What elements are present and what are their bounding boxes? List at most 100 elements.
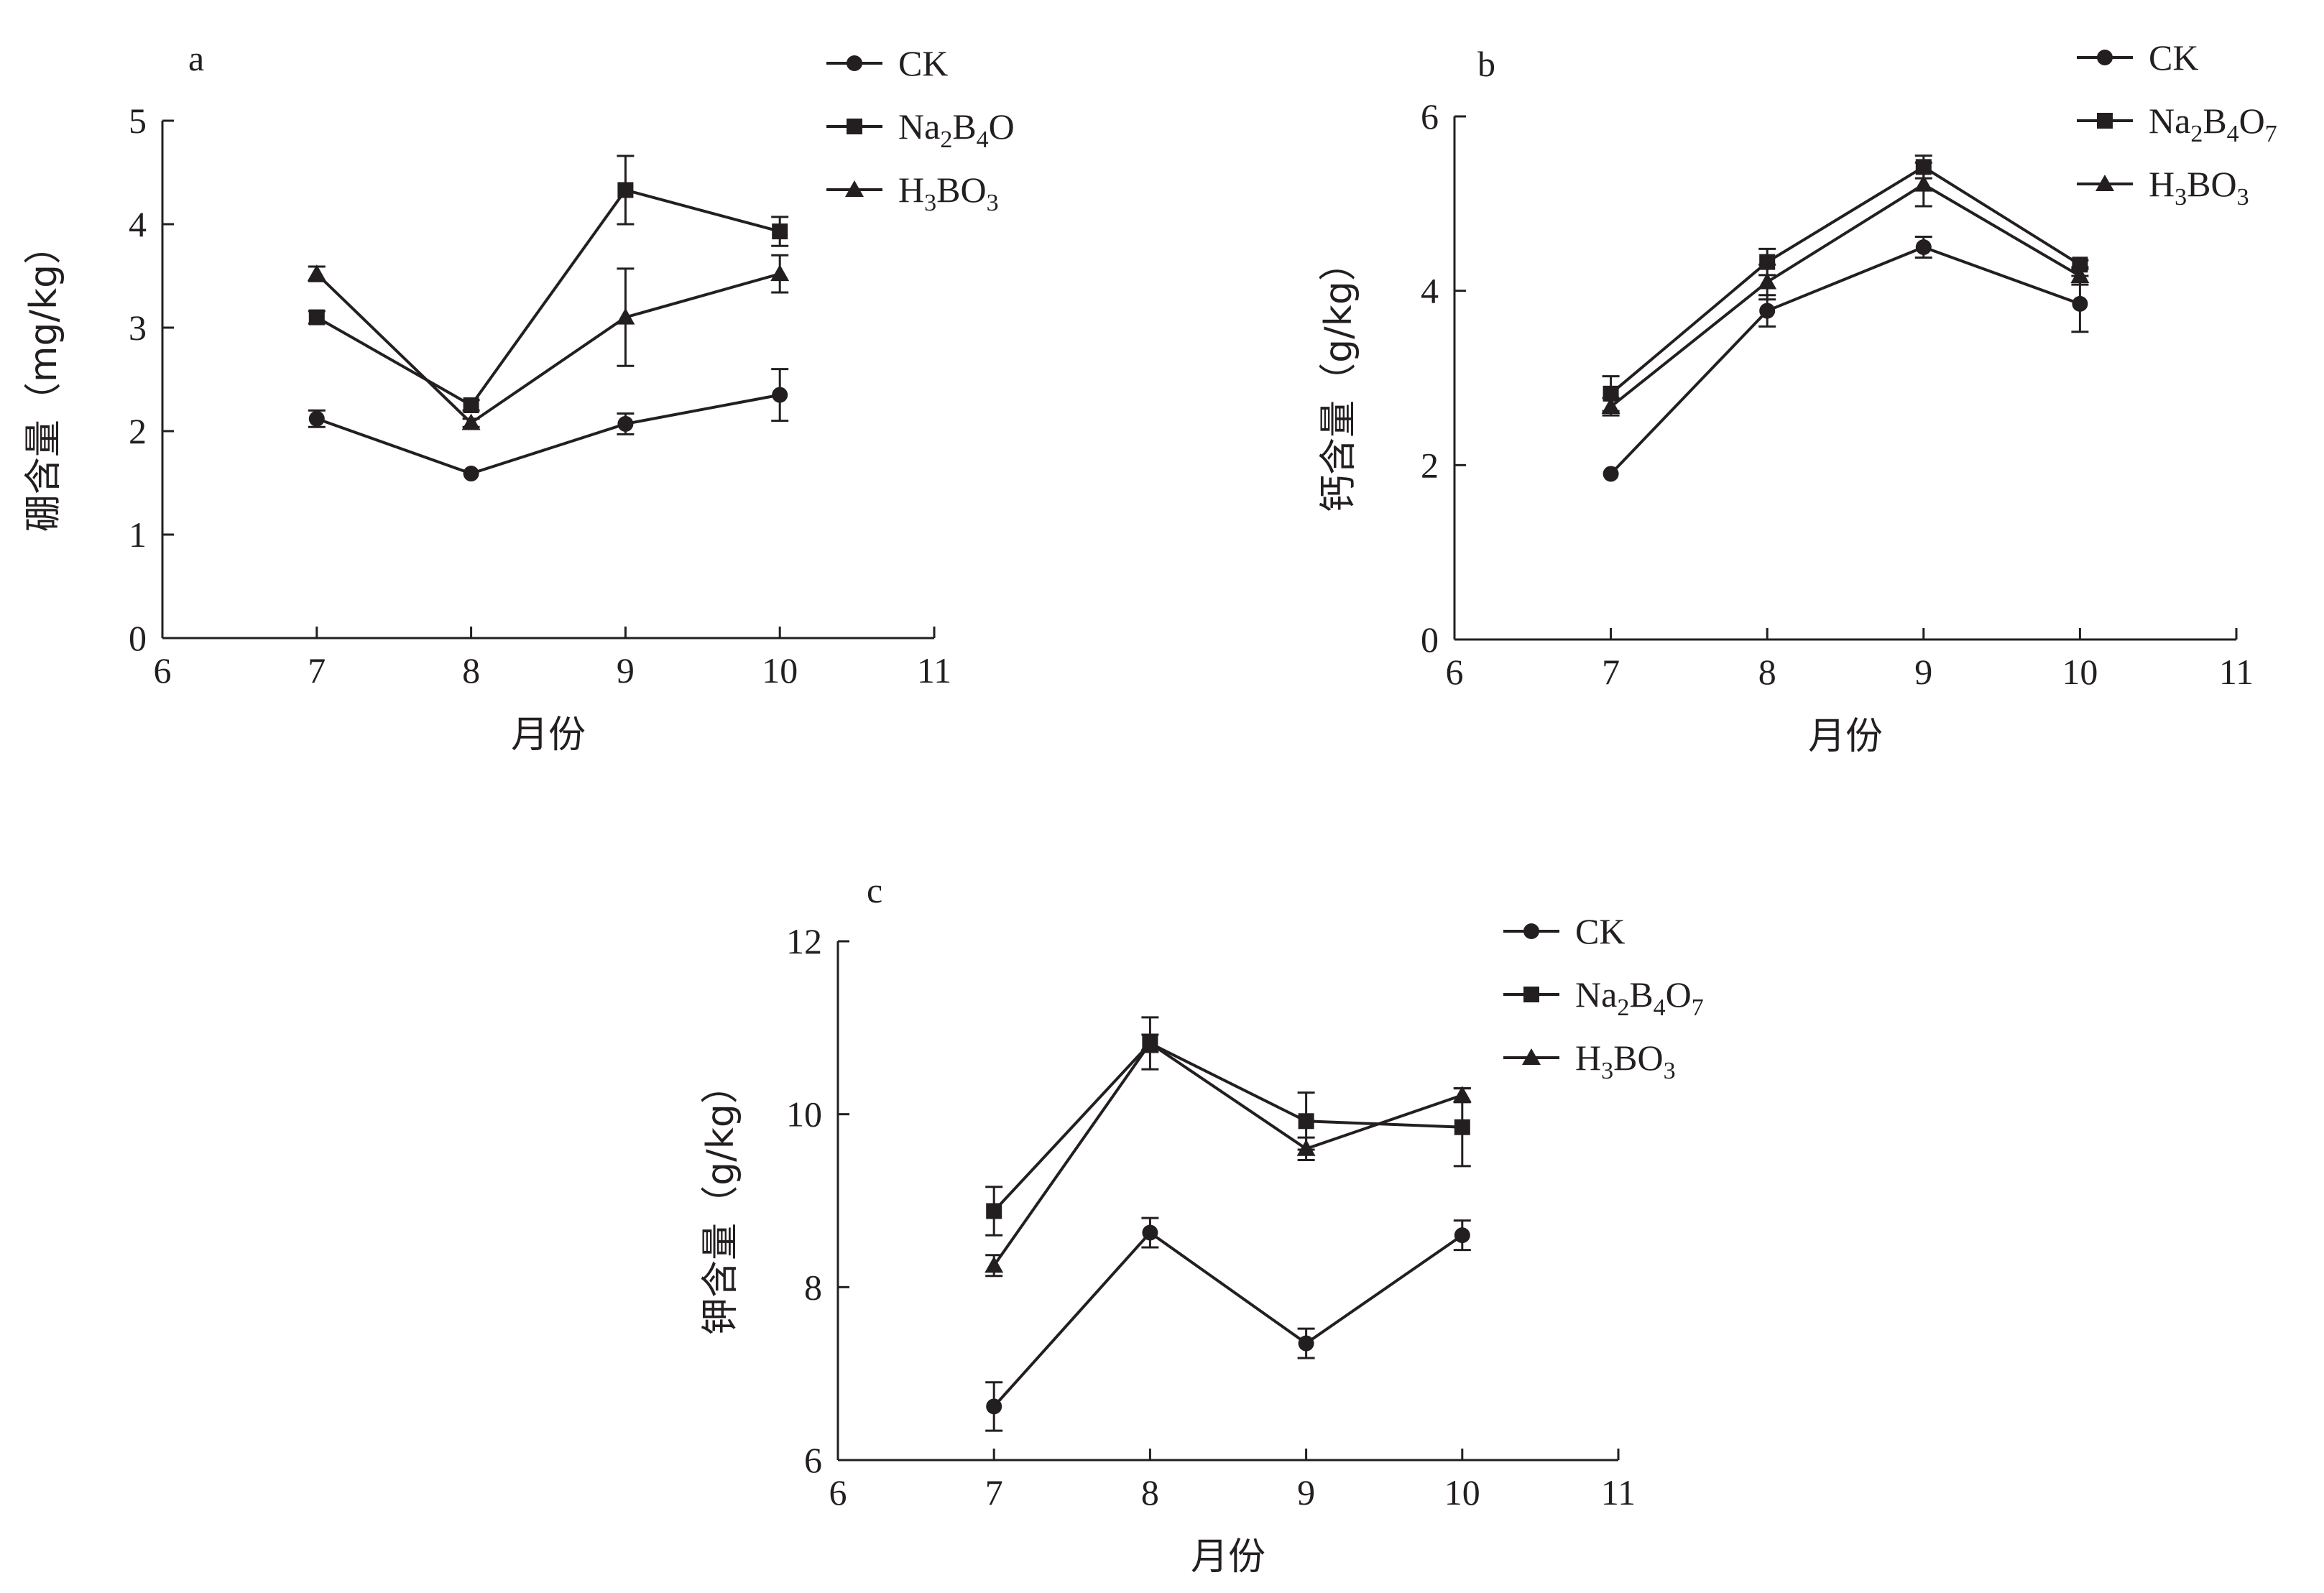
legend-label: H3BO3 (2149, 164, 2249, 211)
legend-marker (845, 180, 864, 197)
legend-item: H3BO3 (826, 170, 999, 216)
data-point (772, 387, 788, 403)
data-point (2072, 295, 2088, 312)
x-tick-label: 11 (2219, 652, 2254, 692)
y-tick-label: 12 (786, 921, 822, 961)
legend-text-part: B (952, 106, 976, 147)
legend-text-part: O (2239, 101, 2265, 141)
x-tick-label: 6 (154, 650, 172, 691)
legend-subscript: 3 (924, 190, 936, 216)
y-tick-label: 2 (1421, 445, 1439, 485)
y-tick-label: 5 (129, 101, 147, 141)
legend-subscript: 3 (2175, 184, 2187, 211)
legend-label: CK (2149, 37, 2198, 78)
series-CK (985, 1216, 1471, 1432)
data-point (463, 397, 479, 413)
data-point (1603, 466, 1619, 482)
data-point (1915, 239, 1932, 255)
legend-text-part: Na (1575, 974, 1617, 1015)
legend-subscript: 4 (977, 126, 989, 153)
x-tick-label: 6 (1446, 652, 1464, 692)
legend-text-part: CK (1575, 911, 1625, 951)
legend-item: Na2B4O7 (2077, 101, 2277, 147)
legend-item: H3BO3 (2077, 164, 2249, 211)
y-tick-label: 8 (804, 1267, 822, 1307)
legend-subscript: 7 (2265, 121, 2277, 147)
x-axis-title: 月份 (1808, 715, 1883, 758)
y-tick-label: 6 (1421, 96, 1439, 137)
x-tick-label: 6 (829, 1472, 847, 1513)
x-tick-label: 8 (1141, 1472, 1159, 1513)
data-point (308, 309, 325, 325)
x-tick-label: 10 (762, 650, 798, 691)
y-axis-title: 钙含量（g/kg） (1317, 244, 1360, 512)
legend-subscript: 7 (1692, 994, 1704, 1021)
data-point (1296, 1139, 1316, 1156)
x-tick-label: 8 (462, 650, 480, 691)
series-line (316, 393, 780, 476)
y-tick-label: 0 (1421, 619, 1439, 660)
legend-text-part: BO (1613, 1038, 1663, 1078)
series-line (1610, 245, 2081, 475)
data-point (463, 466, 479, 482)
legend-label: CK (898, 43, 948, 83)
x-tick-label: 7 (308, 650, 326, 691)
series-Na2B4O (308, 154, 789, 413)
legend-text-part: O (1666, 974, 1692, 1015)
legend-label: H3BO3 (1575, 1038, 1676, 1084)
legend-text-part: B (2203, 101, 2226, 141)
legend-marker (2097, 50, 2113, 65)
legend-subscript: 3 (2237, 184, 2249, 211)
data-point (770, 264, 790, 282)
legend-marker (2097, 113, 2113, 129)
legend-item: Na2B4O7 (1503, 974, 1704, 1021)
panel-label: b (1477, 44, 1495, 84)
series-Na2B4O7 (985, 1016, 1471, 1237)
legend-item: CK (2077, 37, 2198, 78)
x-tick-label: 9 (1297, 1472, 1315, 1513)
legend-text-part: H (1575, 1038, 1601, 1078)
y-tick-label: 10 (786, 1094, 822, 1135)
legend-subscript: 3 (1664, 1058, 1676, 1084)
legend-marker (1523, 923, 1539, 939)
data-point (1759, 254, 1776, 270)
series-line (992, 1041, 1462, 1212)
legend-marker (847, 119, 862, 134)
legend-label: Na2B4O (898, 106, 1015, 153)
y-tick-label: 4 (1421, 271, 1439, 311)
y-tick-label: 6 (804, 1440, 822, 1480)
legend-label: Na2B4O7 (1575, 974, 1704, 1021)
series-CK (308, 368, 789, 482)
y-axis-title: 钾含量（g/kg） (699, 1066, 742, 1335)
series-line (315, 272, 780, 425)
data-point (985, 1256, 1004, 1273)
data-point (1298, 1113, 1314, 1130)
series-Na2B4O7 (1602, 154, 2089, 412)
data-point (1758, 272, 1777, 290)
y-tick-label: 1 (129, 514, 147, 555)
data-point (307, 264, 326, 282)
data-point (1601, 397, 1620, 415)
legend-text-part: H (2149, 164, 2175, 204)
series-H3BO3 (307, 254, 790, 430)
legend-subscript: 4 (1654, 994, 1666, 1021)
data-point (1454, 1227, 1470, 1244)
legend-text-part: B (1629, 974, 1653, 1015)
data-point (617, 182, 634, 198)
legend-text-part: CK (2149, 37, 2198, 78)
legend-item: H3BO3 (1503, 1038, 1676, 1084)
legend-text-part: BO (936, 170, 986, 210)
panel-label: a (188, 38, 204, 78)
y-tick-label: 0 (129, 618, 147, 658)
data-point (461, 413, 481, 430)
x-axis-title: 月份 (1191, 1536, 1265, 1579)
x-tick-label: 10 (1444, 1472, 1480, 1513)
data-point (2070, 267, 2090, 284)
x-axis-title: 月份 (511, 714, 586, 757)
series-line (1610, 165, 2081, 395)
data-point (1914, 175, 1933, 192)
